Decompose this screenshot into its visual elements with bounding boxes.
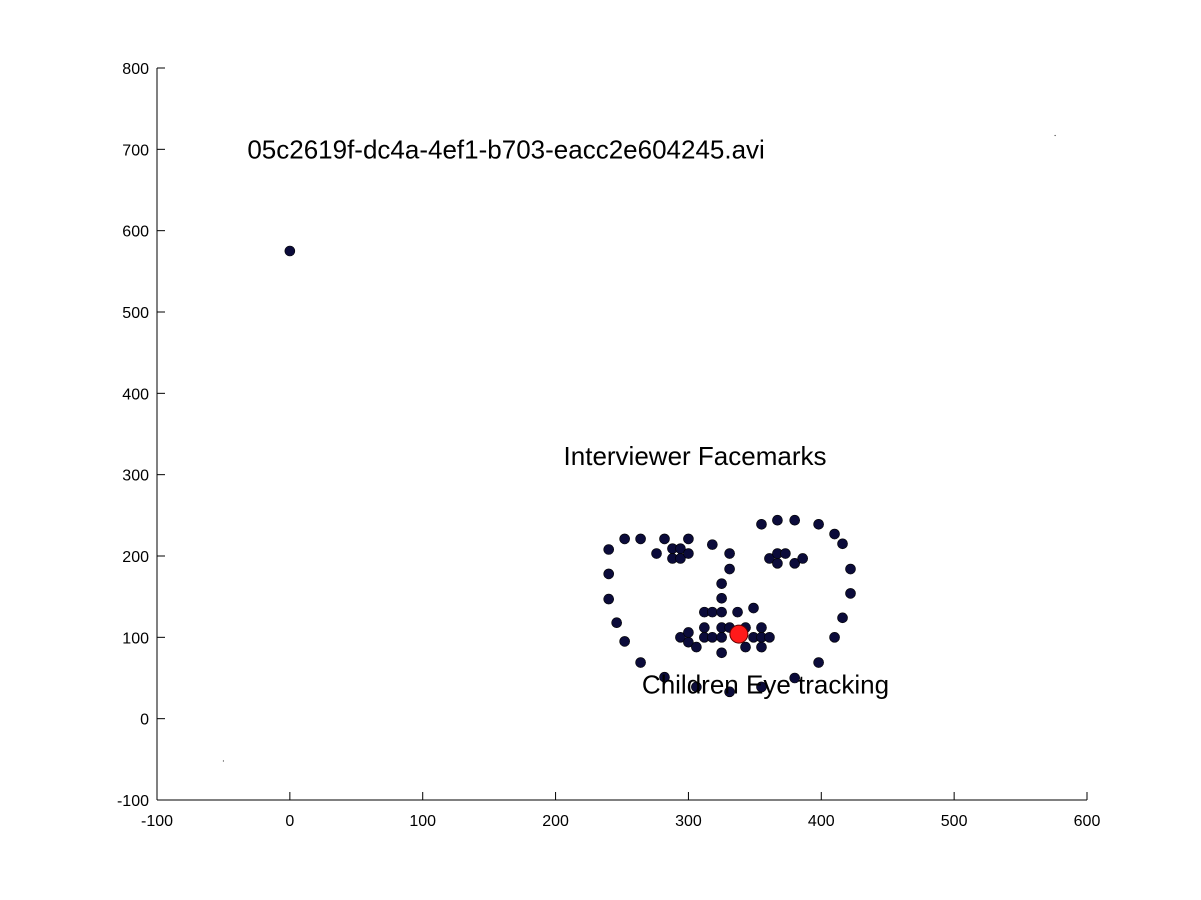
facemark-point (772, 514, 783, 526)
gaze-point (729, 624, 749, 644)
x-axis-ticks: -100 0 100 200 300 400 500 600 (141, 792, 1100, 830)
facemark-point (659, 533, 670, 545)
annotations: 05c2619f-dc4a-4ef1-b703-eacc2e604245.avi… (247, 134, 889, 699)
facemark-point (829, 632, 840, 643)
video-filename-label: 05c2619f-dc4a-4ef1-b703-eacc2e604245.avi (247, 134, 765, 164)
facemark-point (756, 518, 767, 530)
facemark-point (724, 563, 735, 575)
facemark-point (635, 657, 646, 668)
facemark-point (813, 657, 824, 668)
facemark-point (716, 632, 727, 643)
children-eye-tracking-label: Children Eye tracking (642, 670, 889, 700)
facemark-point (764, 553, 775, 564)
facemark-point (748, 602, 759, 614)
facemark-point (716, 578, 727, 589)
facemark-point (699, 622, 710, 633)
y-tick-label: 700 (122, 142, 149, 159)
x-tick-label: 600 (1074, 813, 1101, 830)
facemark-point (764, 632, 775, 643)
facemark-point (829, 528, 840, 540)
facemark-point (756, 622, 767, 633)
facemark-point (837, 538, 848, 550)
facemark-point (724, 548, 735, 559)
facemark-point (789, 672, 801, 684)
facemark-point (611, 617, 622, 628)
y-tick-label: 100 (122, 630, 149, 647)
facemark-point (797, 553, 808, 564)
facemark-point (651, 548, 662, 559)
facemark-point (683, 548, 694, 559)
facemark-point (837, 612, 848, 624)
facemark-point (603, 544, 615, 555)
facemark-points (222, 134, 1056, 762)
facemark-point (716, 647, 727, 659)
x-tick-label: 100 (409, 813, 436, 830)
y-tick-label: 0 (140, 712, 149, 729)
x-tick-label: 500 (941, 813, 968, 830)
facemark-point (284, 245, 296, 257)
facemark-point (691, 641, 702, 653)
facemark-point (772, 558, 783, 569)
facemark-point (707, 539, 718, 550)
stray-point (222, 760, 225, 762)
facemark-point (707, 632, 718, 643)
facemark-point (740, 641, 751, 653)
x-tick-label: 400 (808, 813, 835, 830)
facemark-point (659, 671, 670, 683)
facemark-point (635, 533, 646, 545)
x-tick-label: 200 (542, 813, 569, 830)
facemark-point (707, 606, 718, 618)
facemark-point (813, 518, 824, 530)
facemark-point (683, 533, 694, 545)
facemark-point (756, 641, 767, 653)
facemark-point (675, 543, 686, 554)
x-tick-label: 300 (675, 813, 702, 830)
y-tick-label: 200 (122, 549, 149, 566)
facemark-point (724, 686, 735, 698)
facemark-point (691, 681, 702, 693)
facemark-point (716, 592, 727, 604)
facemark-point (780, 548, 791, 559)
facemark-point (756, 681, 767, 693)
facemark-point (603, 593, 615, 605)
facemark-point (845, 563, 856, 575)
interviewer-facemarks-label: Interviewer Facemarks (564, 441, 827, 471)
facemark-point (603, 568, 615, 580)
x-tick-label: 0 (285, 813, 294, 830)
y-axis-ticks: -100 0 100 200 300 400 500 600 700 800 (117, 61, 165, 810)
facemark-point (789, 558, 801, 569)
facemark-point (716, 606, 727, 618)
facemark-point (619, 533, 630, 545)
facemark-point (683, 636, 694, 648)
y-tick-label: 600 (122, 224, 149, 241)
facemark-point (732, 606, 743, 618)
facemark-point (789, 514, 801, 526)
y-tick-label: -100 (117, 793, 149, 810)
y-tick-label: 400 (122, 386, 149, 403)
facemark-point (619, 636, 630, 647)
facemark-point (675, 632, 686, 643)
axes (156, 68, 1087, 801)
x-tick-label: -100 (141, 813, 173, 830)
facemark-point (683, 627, 694, 638)
stray-point (1054, 134, 1056, 137)
facemark-point (845, 588, 856, 599)
y-tick-label: 300 (122, 468, 149, 485)
y-tick-label: 500 (122, 305, 149, 322)
y-tick-label: 800 (122, 61, 149, 78)
